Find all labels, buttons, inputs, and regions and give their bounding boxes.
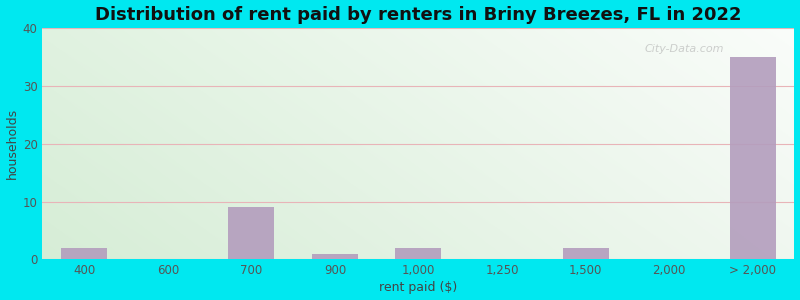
X-axis label: rent paid ($): rent paid ($) bbox=[379, 281, 458, 294]
Text: City-Data.com: City-Data.com bbox=[644, 44, 723, 54]
Title: Distribution of rent paid by renters in Briny Breezes, FL in 2022: Distribution of rent paid by renters in … bbox=[95, 6, 742, 24]
Y-axis label: households: households bbox=[6, 108, 18, 179]
Bar bbox=[395, 248, 442, 260]
Bar bbox=[312, 254, 358, 260]
Bar bbox=[562, 248, 609, 260]
Bar bbox=[228, 207, 274, 260]
Bar bbox=[730, 57, 776, 260]
Bar bbox=[62, 248, 107, 260]
